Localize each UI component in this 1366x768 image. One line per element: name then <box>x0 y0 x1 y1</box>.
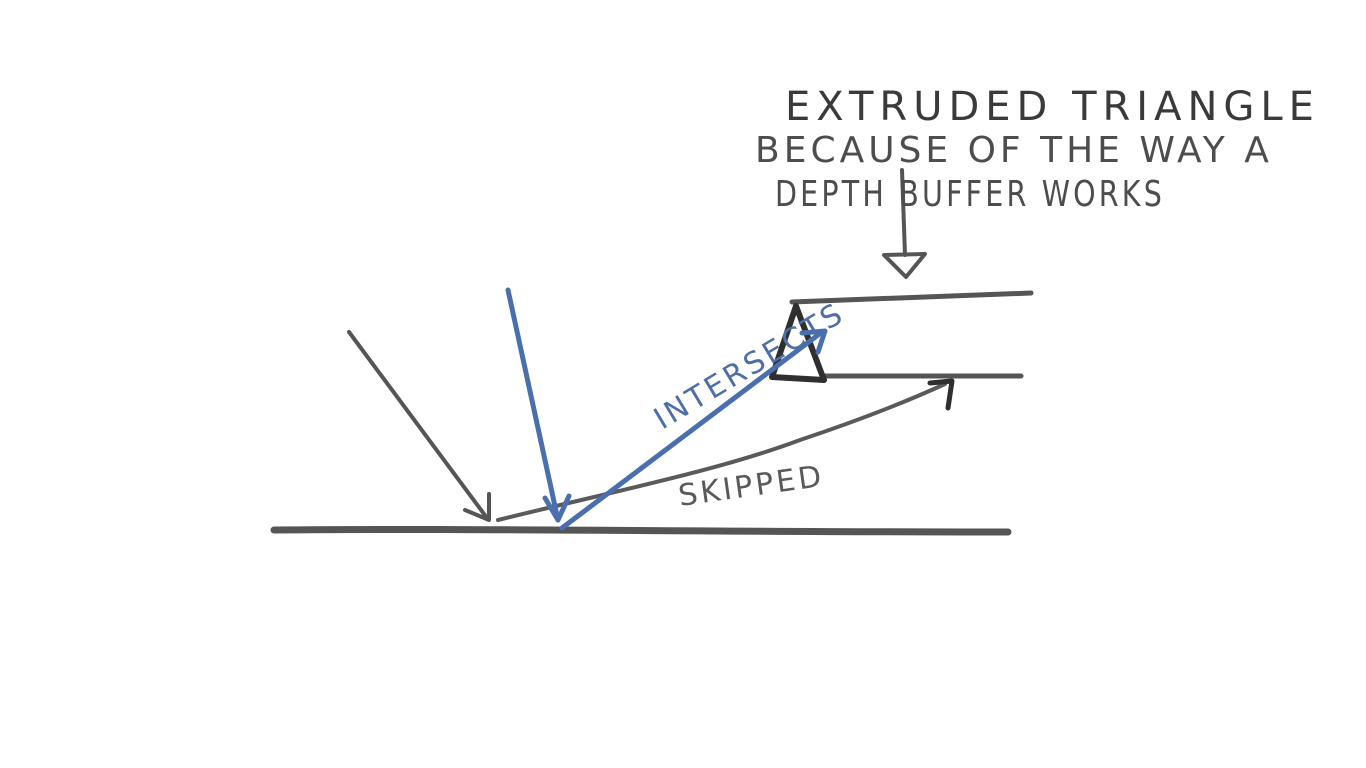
ground-line <box>270 525 1012 536</box>
extrusion-top-line <box>789 290 1034 305</box>
blue-incoming-ray <box>505 287 561 523</box>
blue-incoming-ray-arrowhead <box>542 493 572 523</box>
blue-reflected-ray-arrowhead <box>799 328 828 355</box>
annotation-line-2: BECAUSE OF THE WAY A <box>755 130 1273 171</box>
grey-incoming-ray <box>347 330 489 520</box>
skipped-label: SKIPPED <box>676 459 826 514</box>
annotation-pointer-arrowhead <box>882 252 927 279</box>
annotation-line-3: DEPTH BUFFER WORKS <box>775 174 1165 215</box>
grey-incoming-ray-arrowhead <box>463 492 491 522</box>
annotation-pointer-line <box>900 168 907 257</box>
skipped-ray <box>496 382 947 522</box>
skipped-ray-arrowhead <box>927 378 955 411</box>
blue-reflected-ray <box>559 329 825 531</box>
annotation-line-1: EXTRUDED TRIANGLE <box>785 84 1320 130</box>
